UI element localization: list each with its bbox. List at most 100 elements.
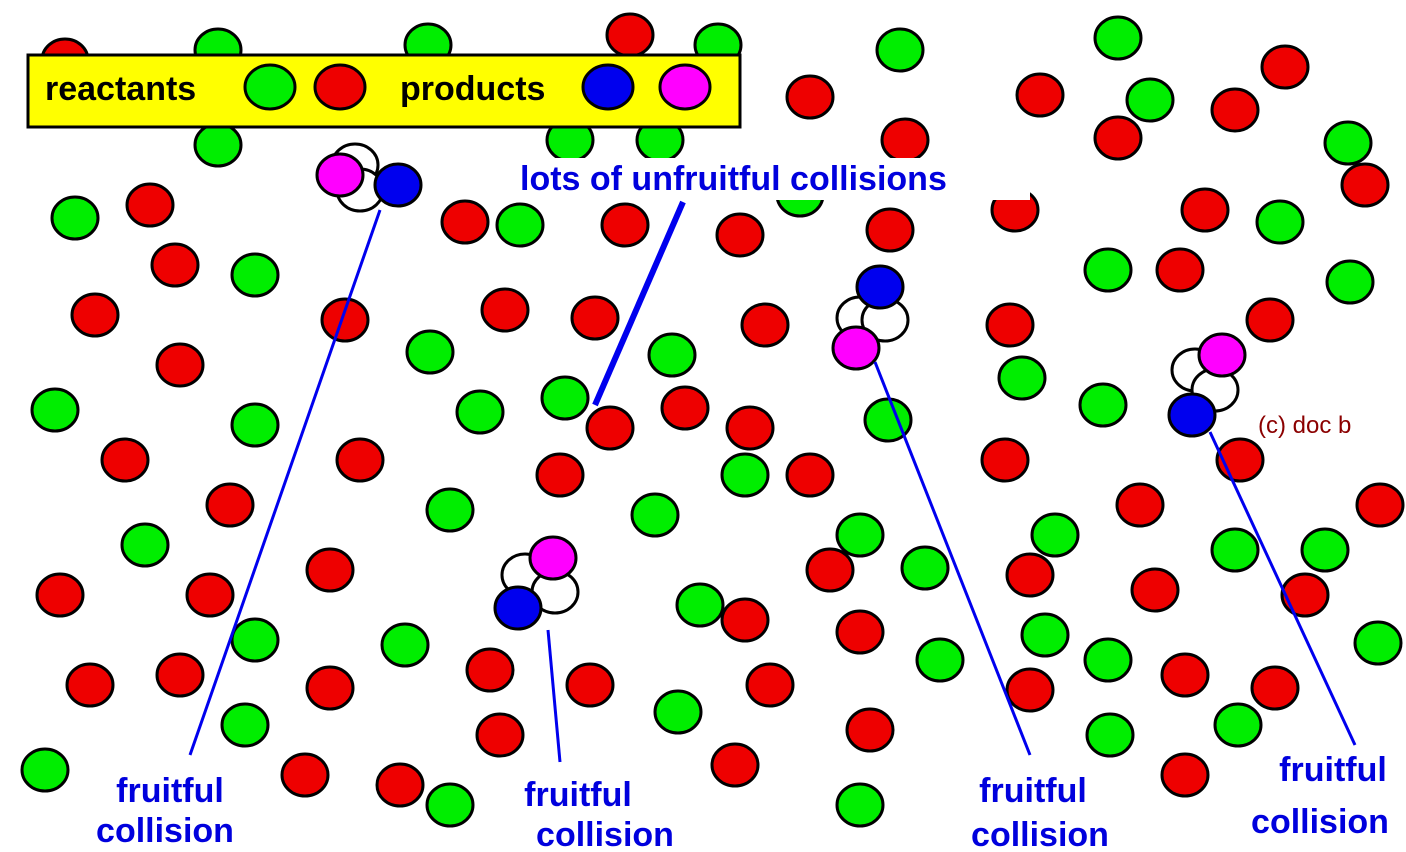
molecule xyxy=(102,439,148,481)
molecule xyxy=(32,389,78,431)
legend-reactants: reactants xyxy=(45,70,196,108)
molecule xyxy=(1162,654,1208,696)
legend-green xyxy=(245,65,295,109)
molecule xyxy=(157,344,203,386)
molecule xyxy=(1257,201,1303,243)
molecule xyxy=(127,184,173,226)
molecule xyxy=(152,244,198,286)
molecule xyxy=(442,201,488,243)
molecule xyxy=(833,327,879,369)
molecule xyxy=(222,704,268,746)
molecule xyxy=(1357,484,1403,526)
molecule xyxy=(427,784,473,826)
molecule xyxy=(72,294,118,336)
molecule xyxy=(1017,74,1063,116)
molecule xyxy=(877,29,923,71)
molecule xyxy=(837,784,883,826)
molecule xyxy=(787,76,833,118)
molecule xyxy=(495,587,541,629)
fruitful-label: collision xyxy=(536,816,674,852)
molecule xyxy=(1212,89,1258,131)
molecule xyxy=(157,654,203,696)
unfruitful-label: lots of unfruitful collisions xyxy=(520,160,947,198)
molecule xyxy=(122,524,168,566)
molecule xyxy=(22,749,68,791)
molecule xyxy=(727,407,773,449)
molecule xyxy=(67,664,113,706)
molecule xyxy=(382,624,428,666)
molecule xyxy=(1212,529,1258,571)
molecule xyxy=(1215,704,1261,746)
molecule xyxy=(607,14,653,56)
molecule xyxy=(1342,164,1388,206)
molecule xyxy=(662,387,708,429)
molecule xyxy=(807,549,853,591)
molecule xyxy=(1087,714,1133,756)
molecule xyxy=(677,584,723,626)
credit: (c) doc b xyxy=(1258,412,1351,439)
molecule xyxy=(722,599,768,641)
legend: reactants products xyxy=(28,55,740,127)
molecule xyxy=(867,209,913,251)
molecule xyxy=(232,619,278,661)
molecule xyxy=(837,514,883,556)
molecule xyxy=(1157,249,1203,291)
legend-blue xyxy=(583,65,633,109)
molecule xyxy=(1282,574,1328,616)
molecule xyxy=(1032,514,1078,556)
molecule xyxy=(717,214,763,256)
molecule xyxy=(567,664,613,706)
molecule xyxy=(1262,46,1308,88)
molecule xyxy=(1095,17,1141,59)
molecule xyxy=(882,119,928,161)
molecule xyxy=(1022,614,1068,656)
molecule xyxy=(467,649,513,691)
molecule xyxy=(1085,639,1131,681)
molecule xyxy=(187,574,233,616)
molecule xyxy=(477,714,523,756)
molecule xyxy=(747,664,793,706)
molecule xyxy=(1127,79,1173,121)
molecule xyxy=(457,391,503,433)
molecule xyxy=(530,537,576,579)
molecule xyxy=(307,549,353,591)
molecule xyxy=(377,764,423,806)
molecule xyxy=(407,331,453,373)
molecule xyxy=(1132,569,1178,611)
molecule xyxy=(537,454,583,496)
molecule xyxy=(207,484,253,526)
molecule xyxy=(542,377,588,419)
molecule xyxy=(1095,117,1141,159)
legend-pink xyxy=(660,65,710,109)
fruitful-label: collision xyxy=(971,816,1109,852)
molecule xyxy=(282,754,328,796)
molecule xyxy=(375,164,421,206)
molecule xyxy=(655,691,701,733)
molecule xyxy=(232,254,278,296)
molecule xyxy=(1182,189,1228,231)
molecule xyxy=(1327,261,1373,303)
molecule xyxy=(572,297,618,339)
molecule xyxy=(317,154,363,196)
molecule xyxy=(722,454,768,496)
molecule xyxy=(632,494,678,536)
molecule xyxy=(712,744,758,786)
molecule xyxy=(649,334,695,376)
molecule xyxy=(232,404,278,446)
fruitful-label: fruitful xyxy=(116,772,224,810)
molecule xyxy=(742,304,788,346)
molecule xyxy=(602,204,648,246)
legend-products: products xyxy=(400,70,545,108)
molecule xyxy=(1007,669,1053,711)
molecule xyxy=(987,304,1033,346)
molecule xyxy=(787,454,833,496)
fruitful-label: collision xyxy=(1251,803,1389,841)
molecule xyxy=(999,357,1045,399)
molecule xyxy=(902,547,948,589)
molecule xyxy=(847,709,893,751)
molecule xyxy=(1302,529,1348,571)
molecule xyxy=(837,611,883,653)
molecule xyxy=(52,197,98,239)
molecule xyxy=(427,489,473,531)
molecule xyxy=(37,574,83,616)
